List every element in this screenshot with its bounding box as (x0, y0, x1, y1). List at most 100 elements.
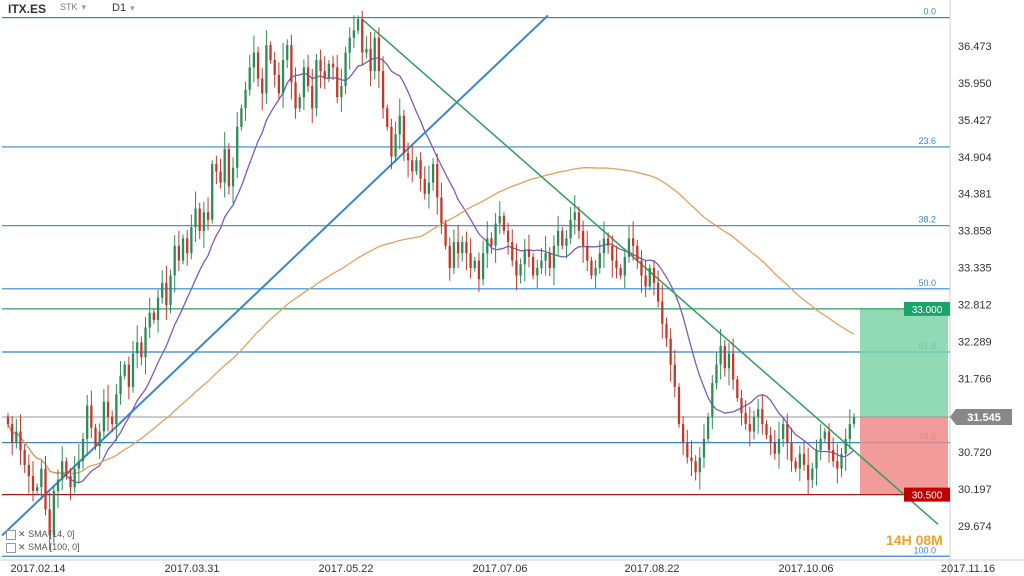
instrument-type[interactable]: STK ▾ (60, 2, 86, 13)
candle-body (348, 37, 351, 53)
current-price-tag: 31.545 (967, 412, 1001, 424)
symbol-label[interactable]: ITX.ES (8, 2, 47, 16)
candle-body (807, 464, 810, 480)
y-tick-label: 34.904 (958, 152, 992, 164)
fib-level-label: 0.0 (923, 7, 936, 17)
indicator-sma14[interactable]: ✕ SMA [14, 0] (6, 529, 75, 540)
fib-level-label: 100.0 (913, 545, 936, 555)
candle-body (186, 238, 189, 254)
candle-body (490, 238, 493, 246)
close-icon[interactable]: ✕ (18, 542, 26, 552)
candle-body (131, 353, 135, 387)
candle-body (394, 134, 397, 157)
candle-body (90, 405, 93, 428)
indicator-label: SMA [14, 0] (28, 529, 75, 539)
settings-icon[interactable] (6, 529, 16, 540)
candle-body (294, 82, 297, 109)
candle-body (377, 37, 381, 72)
candle-body (448, 245, 451, 269)
candle-body (569, 219, 572, 239)
candle-body (777, 438, 781, 454)
candle-body (757, 409, 760, 417)
candle-body (56, 479, 60, 491)
candle-body (494, 223, 497, 246)
candle-body (352, 30, 356, 38)
candle-body (748, 424, 751, 432)
timeframe-label: D1 (112, 2, 127, 14)
candle-body (456, 242, 460, 254)
x-tick-label: 2017.08.22 (624, 563, 679, 575)
take-profit-zone[interactable] (860, 308, 948, 417)
y-tick-label: 30.720 (958, 447, 992, 459)
candle-body (144, 327, 147, 358)
timeframe-selector[interactable]: D1 ▾ (112, 2, 135, 14)
candle-body (640, 260, 643, 276)
candle-body (27, 464, 30, 477)
candle-body (48, 509, 51, 536)
close-icon[interactable]: ✕ (18, 529, 26, 539)
candle-body (240, 108, 243, 127)
candle-body (415, 160, 418, 172)
candle-body (527, 249, 531, 257)
candle-body (127, 364, 131, 387)
candle-body (848, 424, 851, 439)
chevron-down-icon[interactable]: ▾ (81, 2, 87, 12)
candle-body (577, 212, 581, 231)
candle-body (481, 253, 485, 280)
candle-body (265, 45, 268, 94)
candle-body (773, 442, 776, 454)
candle-body (423, 178, 426, 194)
candle-body (411, 160, 414, 172)
candle-body (306, 67, 310, 87)
candle-body (736, 379, 739, 399)
candle-body (719, 346, 722, 365)
fibonacci-levels[interactable]: 0.023.638.250.061.878.6100.0 (2, 7, 950, 557)
candle-body (111, 416, 114, 425)
candle-body (598, 253, 601, 269)
candle-body (594, 268, 597, 276)
candle-body (644, 275, 647, 287)
price-tags: 33.000 30.500 31.545 (904, 301, 1012, 502)
candle-body (223, 149, 226, 183)
candle-body (311, 86, 314, 109)
settings-icon[interactable] (6, 542, 16, 553)
candle-body (515, 260, 518, 276)
candle-body (373, 37, 376, 72)
candle-body (544, 253, 547, 261)
candle-body (815, 450, 818, 469)
candle-body (836, 461, 839, 469)
candle-body (698, 457, 701, 473)
candle-body (219, 171, 222, 183)
y-tick-label: 32.812 (958, 299, 992, 311)
candle-body (461, 242, 464, 254)
candle-body (823, 431, 826, 439)
chevron-down-icon[interactable]: ▾ (130, 3, 135, 13)
candle-body (648, 268, 651, 287)
candle-body (586, 245, 589, 261)
candle-body (798, 453, 801, 469)
stop-loss-zone[interactable] (860, 416, 948, 495)
trade-zones[interactable] (2, 308, 950, 496)
x-tick-label: 2017.11.16 (941, 563, 995, 575)
indicator-sma100[interactable]: ✕ SMA [100, 0] (6, 542, 80, 553)
candle-body (202, 212, 206, 231)
candle-body (681, 424, 685, 443)
y-tick-label: 31.766 (958, 373, 992, 385)
candle-body (361, 19, 364, 53)
candle-body (94, 427, 97, 447)
candle-body (827, 431, 831, 451)
candle-body (619, 268, 622, 276)
candle-body (531, 256, 535, 276)
candle-body (381, 71, 385, 109)
candle-body (315, 60, 318, 109)
y-tick-label: 32.289 (958, 336, 992, 348)
candle-body (398, 115, 401, 135)
candle-body (173, 245, 176, 276)
candle-body (365, 48, 368, 53)
candle-body (344, 52, 347, 87)
candle-body (782, 424, 785, 439)
candle-body (744, 412, 747, 425)
candle-body (844, 438, 847, 454)
